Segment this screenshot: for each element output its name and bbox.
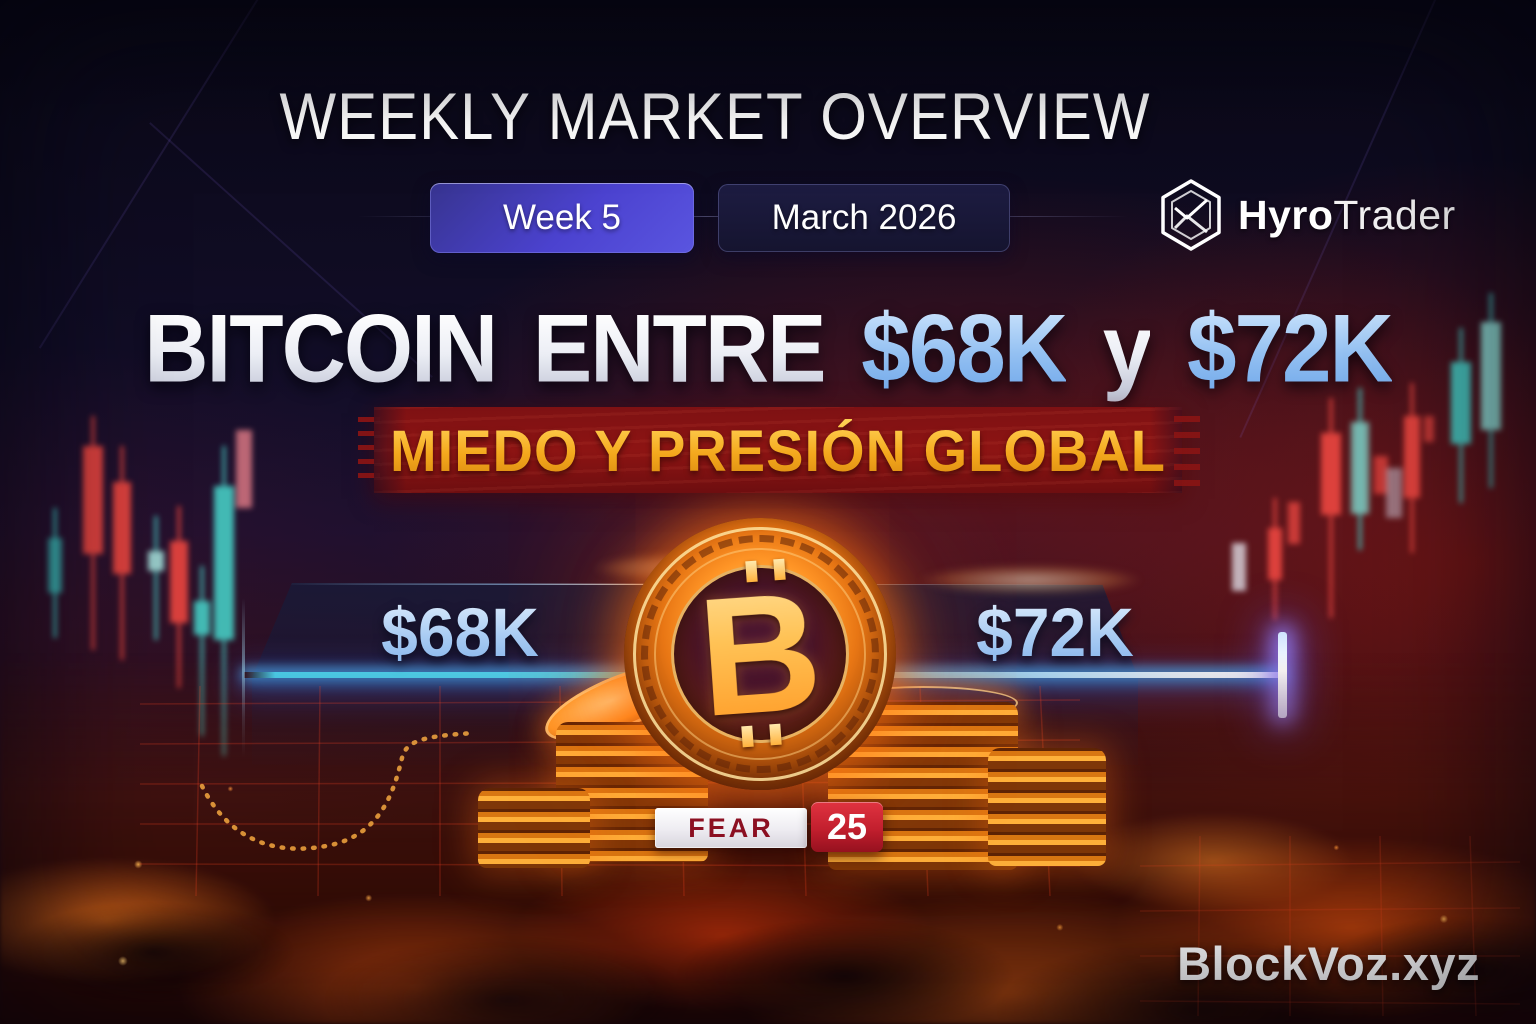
main-headline: BITCOIN ENTRE $68K y $72K (0, 293, 1536, 404)
brand-name: HyroTrader (1238, 192, 1456, 239)
bitcoin-symbol: B (615, 509, 905, 799)
bitcoin-symbol-bar (769, 723, 782, 746)
dotted-trend-curve (199, 730, 478, 851)
sub-headline-banner: MIEDO Y PRESIÓN GLOBAL (358, 407, 1200, 493)
site-watermark: BlockVoz.xyz (1177, 937, 1480, 990)
week-badge-label: Week 5 (502, 198, 622, 237)
headline-lead: BITCOIN (144, 293, 498, 404)
bitcoin-symbol-bar (741, 725, 754, 748)
coin-stack-far-left (478, 788, 590, 868)
fear-index-badge: FEAR 25 (655, 802, 883, 852)
headline-connector: y (1103, 293, 1152, 404)
price-low-label: $68K (330, 592, 590, 671)
bitcoin-coin-icon: B (624, 518, 896, 790)
week-badge: Week 5 (430, 183, 694, 253)
price-high-label: $72K (925, 592, 1185, 671)
coin-stack-far-right (988, 748, 1106, 866)
candlestick-chart-right (1232, 293, 1501, 620)
date-badge-label: March 2026 (771, 198, 957, 237)
headline-price-high: $72K (1187, 293, 1394, 404)
fear-value: 25 (811, 802, 883, 852)
brand-logo: HyroTrader (1158, 178, 1456, 252)
headline-middle: ENTRE (533, 293, 827, 404)
page-title: WEEKLY MARKET OVERVIEW (279, 79, 1151, 154)
brand-name-light: Trader (1333, 191, 1456, 238)
fear-label: FEAR (655, 808, 807, 848)
sub-headline-text: MIEDO Y PRESIÓN GLOBAL (389, 416, 1167, 484)
hexagon-logo-icon (1161, 179, 1221, 251)
headline-price-low: $68K (861, 293, 1068, 404)
bitcoin-symbol-bar (773, 558, 786, 581)
bitcoin-symbol-bar (745, 560, 758, 583)
date-badge: March 2026 (718, 184, 1010, 252)
brand-name-bold: Hyro (1238, 191, 1334, 238)
